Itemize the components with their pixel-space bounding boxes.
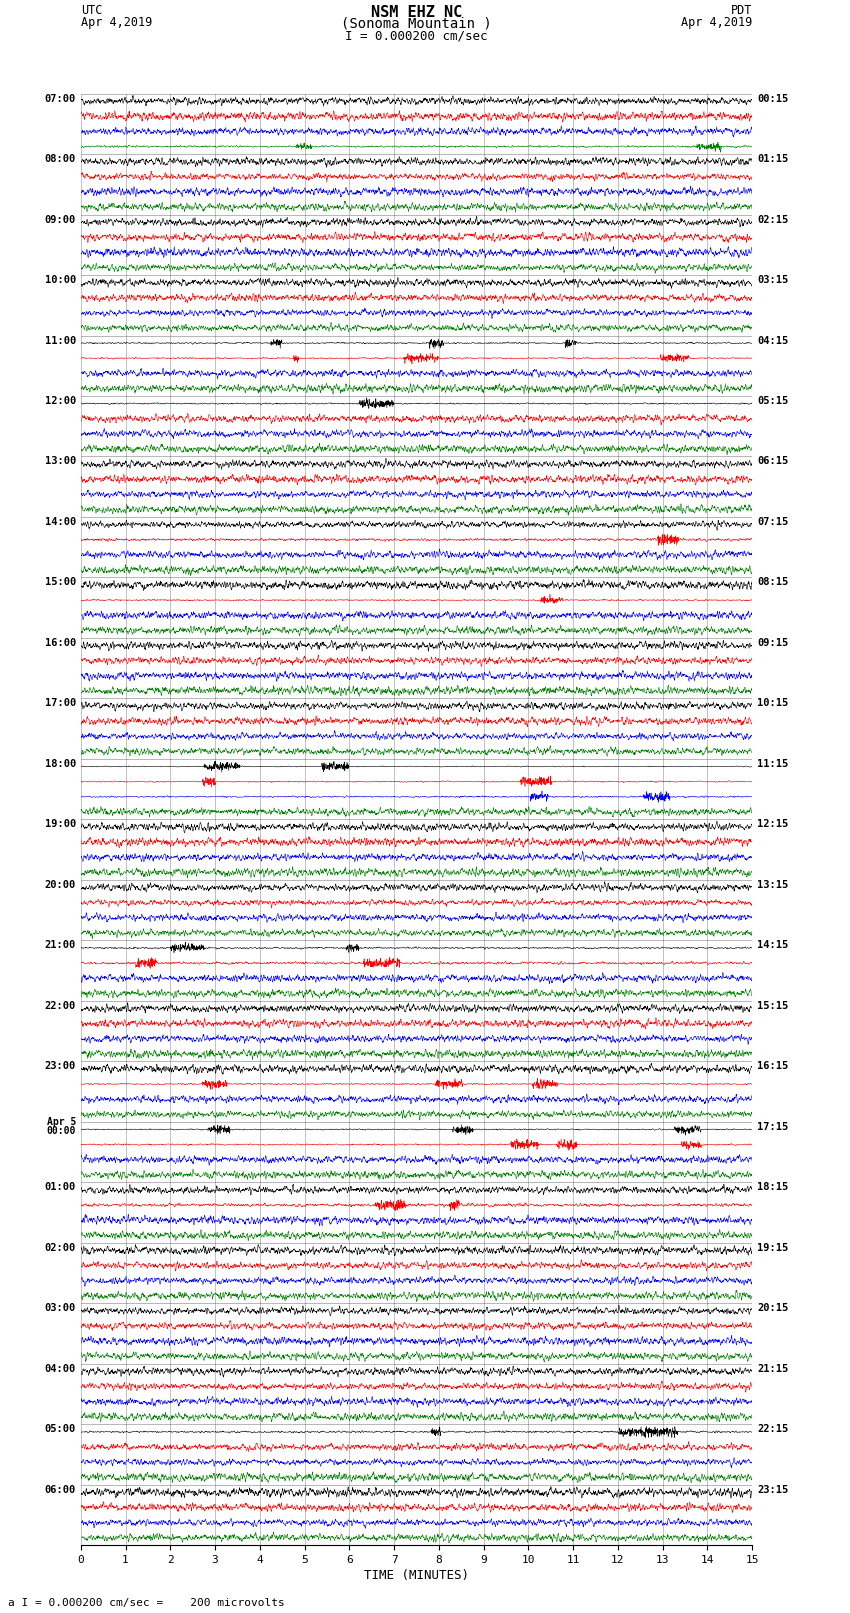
Text: 16:15: 16:15 bbox=[757, 1061, 788, 1071]
Text: 18:00: 18:00 bbox=[45, 760, 76, 769]
Text: 12:15: 12:15 bbox=[757, 819, 788, 829]
Text: 03:15: 03:15 bbox=[757, 274, 788, 286]
Text: 13:15: 13:15 bbox=[757, 881, 788, 890]
Text: PDT: PDT bbox=[731, 5, 752, 18]
Text: 19:00: 19:00 bbox=[45, 819, 76, 829]
Text: 14:15: 14:15 bbox=[757, 940, 788, 950]
Text: 11:15: 11:15 bbox=[757, 760, 788, 769]
Text: 00:00: 00:00 bbox=[47, 1126, 76, 1136]
Text: Apr 4,2019: Apr 4,2019 bbox=[681, 16, 752, 29]
Text: 10:00: 10:00 bbox=[45, 274, 76, 286]
Text: 22:15: 22:15 bbox=[757, 1424, 788, 1434]
Text: 01:15: 01:15 bbox=[757, 153, 788, 165]
Text: 07:00: 07:00 bbox=[45, 94, 76, 103]
Text: 08:15: 08:15 bbox=[757, 577, 788, 587]
Text: 22:00: 22:00 bbox=[45, 1000, 76, 1011]
Text: 11:00: 11:00 bbox=[45, 336, 76, 345]
Text: Apr 5: Apr 5 bbox=[47, 1118, 76, 1127]
Text: 14:00: 14:00 bbox=[45, 516, 76, 527]
Text: 03:00: 03:00 bbox=[45, 1303, 76, 1313]
Text: 05:15: 05:15 bbox=[757, 395, 788, 406]
Text: 02:00: 02:00 bbox=[45, 1242, 76, 1253]
X-axis label: TIME (MINUTES): TIME (MINUTES) bbox=[364, 1569, 469, 1582]
Text: 16:00: 16:00 bbox=[45, 639, 76, 648]
Text: 18:15: 18:15 bbox=[757, 1182, 788, 1192]
Text: 05:00: 05:00 bbox=[45, 1424, 76, 1434]
Text: 06:15: 06:15 bbox=[757, 456, 788, 466]
Text: 21:15: 21:15 bbox=[757, 1365, 788, 1374]
Text: 17:00: 17:00 bbox=[45, 698, 76, 708]
Text: UTC: UTC bbox=[81, 5, 102, 18]
Text: 15:00: 15:00 bbox=[45, 577, 76, 587]
Text: 20:00: 20:00 bbox=[45, 881, 76, 890]
Text: 12:00: 12:00 bbox=[45, 395, 76, 406]
Text: 04:15: 04:15 bbox=[757, 336, 788, 345]
Text: 23:00: 23:00 bbox=[45, 1061, 76, 1071]
Text: 10:15: 10:15 bbox=[757, 698, 788, 708]
Text: 23:15: 23:15 bbox=[757, 1484, 788, 1495]
Text: I = 0.000200 cm/sec: I = 0.000200 cm/sec bbox=[345, 29, 488, 42]
Text: 02:15: 02:15 bbox=[757, 215, 788, 224]
Text: a I = 0.000200 cm/sec =    200 microvolts: a I = 0.000200 cm/sec = 200 microvolts bbox=[8, 1598, 286, 1608]
Text: 20:15: 20:15 bbox=[757, 1303, 788, 1313]
Text: 08:00: 08:00 bbox=[45, 153, 76, 165]
Text: 06:00: 06:00 bbox=[45, 1484, 76, 1495]
Text: 17:15: 17:15 bbox=[757, 1123, 788, 1132]
Text: 01:00: 01:00 bbox=[45, 1182, 76, 1192]
Text: 09:15: 09:15 bbox=[757, 639, 788, 648]
Text: 15:15: 15:15 bbox=[757, 1000, 788, 1011]
Text: 19:15: 19:15 bbox=[757, 1242, 788, 1253]
Text: 09:00: 09:00 bbox=[45, 215, 76, 224]
Text: 04:00: 04:00 bbox=[45, 1365, 76, 1374]
Text: Apr 4,2019: Apr 4,2019 bbox=[81, 16, 152, 29]
Text: 13:00: 13:00 bbox=[45, 456, 76, 466]
Text: NSM EHZ NC: NSM EHZ NC bbox=[371, 5, 462, 19]
Text: 00:15: 00:15 bbox=[757, 94, 788, 103]
Text: 21:00: 21:00 bbox=[45, 940, 76, 950]
Text: (Sonoma Mountain ): (Sonoma Mountain ) bbox=[341, 18, 492, 31]
Text: 07:15: 07:15 bbox=[757, 516, 788, 527]
